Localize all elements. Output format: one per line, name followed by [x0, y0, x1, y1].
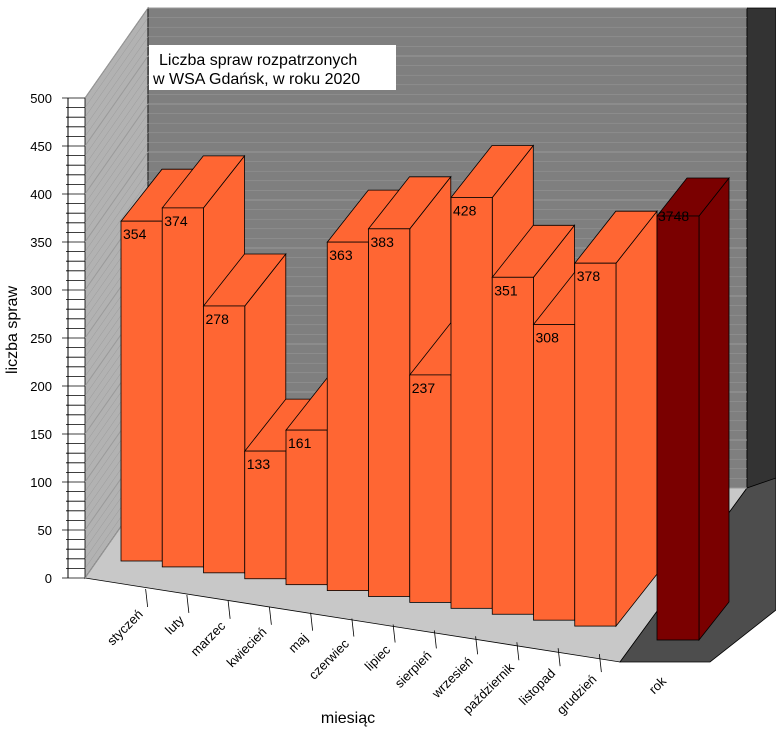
- gridline-left: [84, 94, 149, 185]
- x-tick-label-total: rok: [646, 673, 670, 697]
- data-label: 363: [329, 247, 353, 263]
- data-label: 378: [577, 268, 601, 284]
- x-tick-label: luty: [162, 612, 187, 637]
- y-tick-label: 500: [30, 91, 52, 106]
- x-tick: [186, 594, 190, 613]
- gridline-left: [84, 142, 149, 233]
- x-tick: [392, 624, 396, 643]
- x-tick-label: sierpień: [392, 648, 435, 691]
- data-label: 374: [164, 213, 188, 229]
- data-label: 278: [206, 311, 230, 327]
- gridline-left: [84, 161, 149, 252]
- x-tick: [516, 642, 520, 661]
- x-tick: [268, 606, 272, 625]
- gridline-left: [84, 46, 149, 137]
- x-tick-label: marzec: [187, 618, 228, 659]
- data-label: 237: [412, 380, 436, 396]
- x-tick: [475, 636, 479, 655]
- data-label: 351: [494, 282, 518, 298]
- y-tick-label: 300: [30, 283, 52, 298]
- y-tick-label: 200: [30, 379, 52, 394]
- x-tick: [310, 612, 314, 631]
- gridline-left: [84, 7, 149, 99]
- gridline-left: [84, 36, 149, 127]
- x-tick-label: lipiec: [362, 642, 394, 674]
- x-tick-label: wrzesień: [428, 654, 476, 702]
- gridline-left: [84, 171, 149, 262]
- x-tick-label: styczeń: [104, 607, 146, 649]
- x-tick-label: maj: [285, 630, 310, 655]
- x-tick-label: czerwiec: [306, 636, 353, 683]
- data-label: 354: [123, 226, 147, 242]
- bar-grudzień: 378: [573, 210, 658, 628]
- x-tick: [557, 648, 561, 667]
- chart-title-line-1: Liczba spraw rozpatrzonych: [159, 52, 357, 69]
- x-tick-label: listopad: [516, 666, 558, 708]
- data-label: 308: [536, 329, 560, 345]
- bar-total: 3748: [656, 176, 730, 642]
- x-tick: [145, 588, 149, 608]
- gridline-left: [84, 65, 149, 156]
- gridline-left: [84, 123, 149, 214]
- data-label: 161: [288, 435, 312, 451]
- x-tick-label: kwiecień: [224, 624, 270, 670]
- data-label: 133: [247, 456, 271, 472]
- y-tick-label: 400: [30, 187, 52, 202]
- total-back-wall: [746, 7, 776, 489]
- data-label: 383: [371, 234, 395, 250]
- gridline-left: [84, 180, 149, 271]
- bar-marzec: 278: [202, 252, 287, 574]
- gridline-left: [84, 75, 149, 166]
- chart-title-line-2: w WSA Gdańsk, w roku 2020: [152, 71, 360, 88]
- y-tick-label: 450: [30, 139, 52, 154]
- gridline-left: [84, 55, 149, 147]
- gridline-left: [84, 103, 149, 195]
- gridline-left: [84, 17, 149, 108]
- gridline-left: [84, 132, 149, 223]
- y-tick-label: 250: [30, 331, 52, 346]
- y-axis: 0 50 100 150 200 250 300 350 400 450 500: [30, 91, 85, 586]
- x-tick: [598, 654, 602, 673]
- bars: 354 374 278 133 161 363 383 237 428 351 308 378 3748: [120, 144, 730, 642]
- gridline-left: [84, 151, 149, 243]
- y-tick-label: 100: [30, 475, 52, 490]
- y-tick-label: 50: [38, 523, 52, 538]
- x-axis-title: miesiąc: [321, 710, 375, 727]
- x-tick: [227, 600, 231, 619]
- data-label: 428: [453, 202, 477, 218]
- x-tick: [433, 630, 437, 649]
- y-tick-label: 350: [30, 235, 52, 250]
- y-tick-label: 150: [30, 427, 52, 442]
- x-tick-label: grudzień: [554, 672, 600, 718]
- gridline-left: [84, 27, 149, 118]
- y-tick-label: 0: [45, 571, 52, 586]
- gridline-left: [84, 84, 149, 175]
- gridline-left: [84, 113, 149, 204]
- chart-title-box: Liczba spraw rozpatrzonych w WSA Gdańsk,…: [149, 45, 396, 90]
- x-tick: [351, 618, 355, 637]
- y-axis-title: liczba spraw: [4, 286, 21, 374]
- data-label-total: 3748: [658, 208, 689, 224]
